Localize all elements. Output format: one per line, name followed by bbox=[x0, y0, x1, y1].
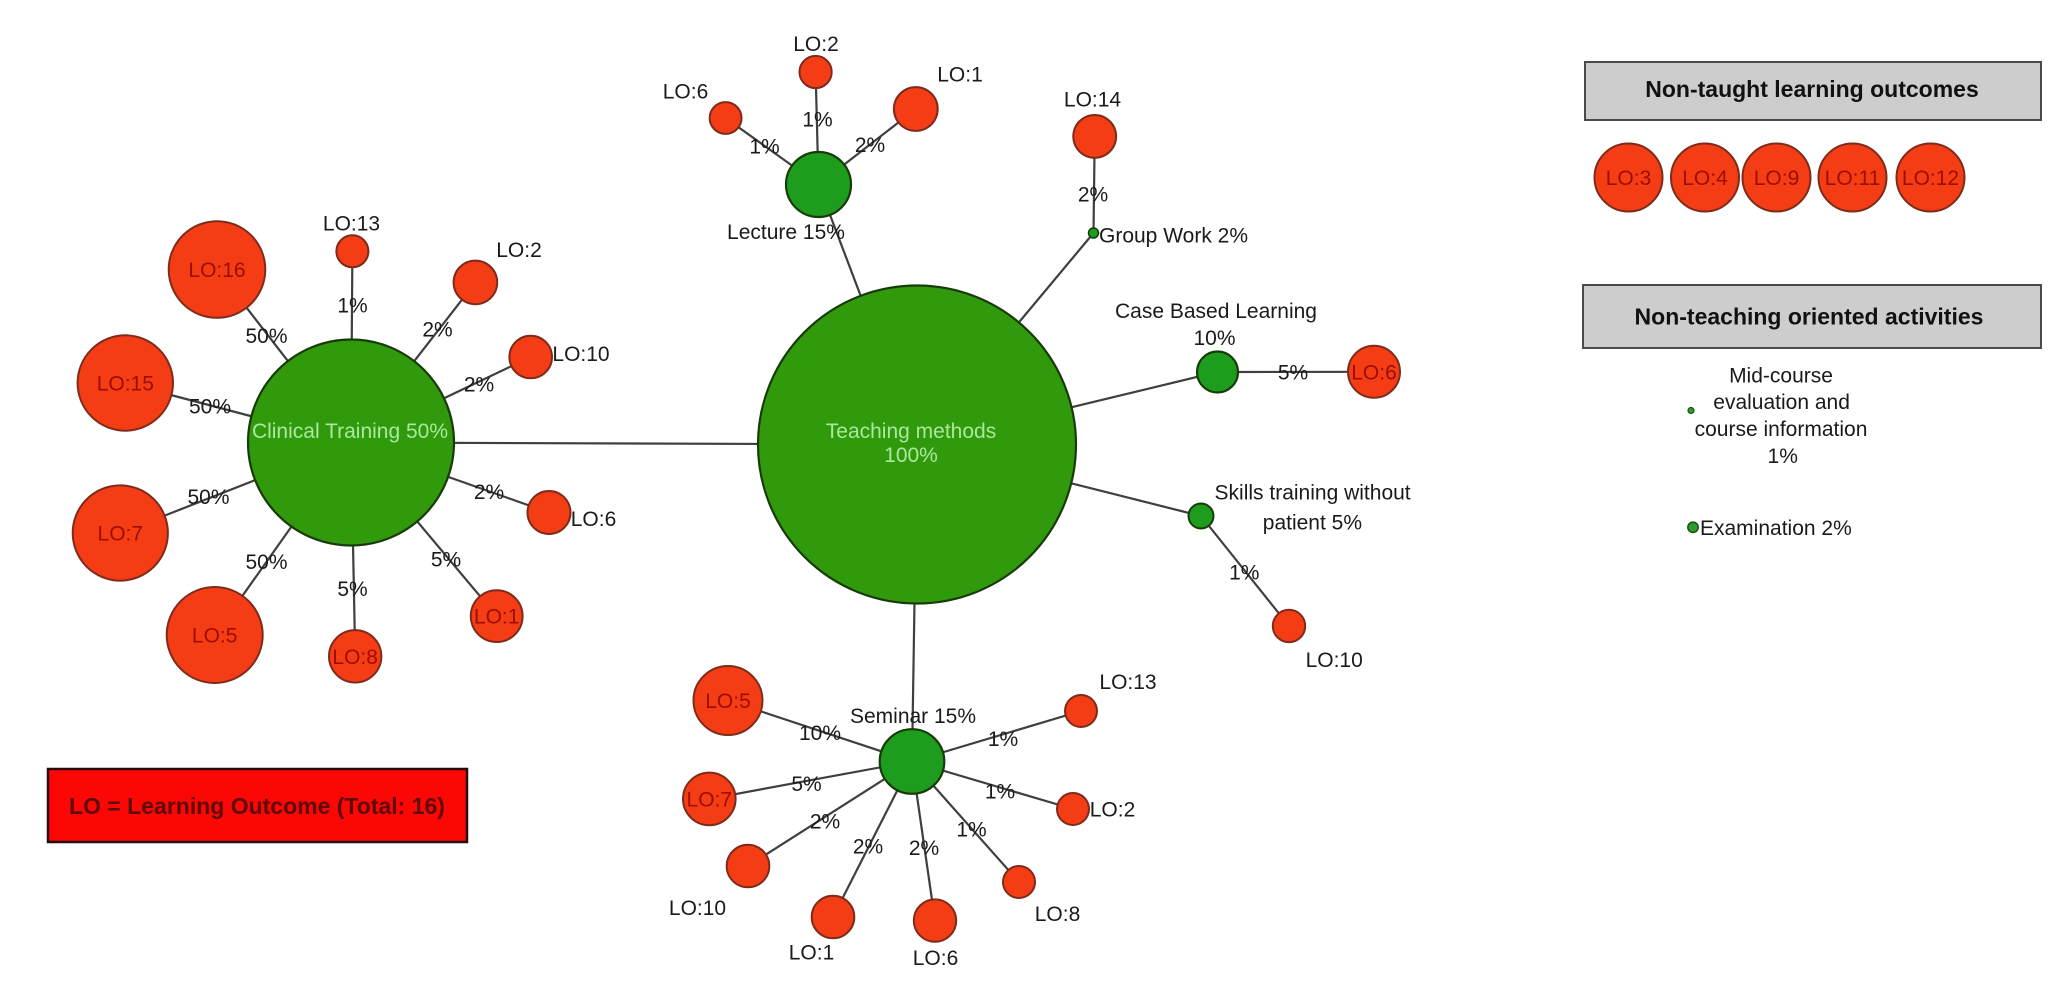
svg-text:2%: 2% bbox=[853, 836, 883, 859]
svg-text:5%: 5% bbox=[1278, 362, 1308, 385]
svg-text:50%: 50% bbox=[245, 551, 287, 574]
svg-text:1%: 1% bbox=[1768, 445, 1798, 468]
svg-text:1%: 1% bbox=[749, 136, 779, 159]
svg-text:LO:2: LO:2 bbox=[496, 239, 542, 262]
svg-text:Mid-course: Mid-course bbox=[1729, 365, 1833, 388]
svg-text:LO:5: LO:5 bbox=[705, 690, 751, 713]
svg-text:1%: 1% bbox=[985, 781, 1015, 804]
svg-text:1%: 1% bbox=[337, 295, 367, 318]
svg-text:1%: 1% bbox=[988, 728, 1018, 751]
svg-text:LO:11: LO:11 bbox=[1825, 167, 1881, 190]
svg-text:LO:14: LO:14 bbox=[1064, 89, 1122, 112]
svg-text:LO:13: LO:13 bbox=[1099, 671, 1156, 694]
svg-text:LO:8: LO:8 bbox=[332, 646, 378, 669]
svg-text:LO:7: LO:7 bbox=[98, 523, 144, 546]
svg-text:2%: 2% bbox=[810, 811, 840, 834]
svg-text:2%: 2% bbox=[855, 134, 885, 157]
svg-text:2%: 2% bbox=[474, 481, 504, 504]
svg-text:LO:1: LO:1 bbox=[789, 942, 835, 965]
svg-text:Seminar 15%: Seminar 15% bbox=[850, 705, 976, 728]
svg-text:Skills training without: Skills training without bbox=[1215, 482, 1411, 505]
svg-text:1%: 1% bbox=[1229, 562, 1259, 585]
svg-text:LO:13: LO:13 bbox=[323, 213, 380, 236]
svg-text:LO:4: LO:4 bbox=[1682, 167, 1728, 190]
svg-text:1%: 1% bbox=[802, 109, 832, 132]
svg-text:50%: 50% bbox=[245, 325, 287, 348]
svg-text:Non-teaching oriented activiti: Non-teaching oriented activities bbox=[1635, 304, 1984, 330]
svg-text:LO:2: LO:2 bbox=[1090, 799, 1136, 822]
svg-text:LO:5: LO:5 bbox=[192, 625, 238, 648]
svg-text:2%: 2% bbox=[422, 319, 452, 342]
svg-text:1%: 1% bbox=[956, 819, 986, 842]
svg-text:LO:8: LO:8 bbox=[1035, 903, 1081, 926]
svg-text:Examination 2%: Examination 2% bbox=[1700, 517, 1852, 540]
svg-text:LO:10: LO:10 bbox=[552, 343, 609, 366]
svg-text:LO:6: LO:6 bbox=[663, 81, 709, 104]
svg-text:LO:1: LO:1 bbox=[937, 64, 983, 87]
svg-text:5%: 5% bbox=[337, 578, 367, 601]
svg-text:LO:2: LO:2 bbox=[793, 33, 839, 56]
svg-text:Case Based Learning: Case Based Learning bbox=[1115, 300, 1317, 323]
svg-text:50%: 50% bbox=[187, 486, 229, 509]
svg-text:course information: course information bbox=[1695, 418, 1868, 441]
svg-text:2%: 2% bbox=[464, 374, 494, 397]
svg-text:LO:12: LO:12 bbox=[1902, 167, 1959, 190]
svg-text:LO:6: LO:6 bbox=[913, 947, 959, 970]
svg-text:LO:3: LO:3 bbox=[1606, 167, 1652, 190]
svg-text:10%: 10% bbox=[1193, 327, 1235, 350]
svg-text:evaluation and: evaluation and bbox=[1713, 391, 1850, 414]
svg-text:LO = Learning Outcome (Total:: LO = Learning Outcome (Total: 16) bbox=[69, 793, 445, 819]
svg-text:Lecture 15%: Lecture 15% bbox=[727, 221, 845, 244]
svg-text:LO:16: LO:16 bbox=[188, 259, 245, 282]
svg-text:patient 5%: patient 5% bbox=[1263, 512, 1362, 535]
svg-text:Teaching methods: Teaching methods bbox=[826, 420, 996, 443]
svg-text:LO:10: LO:10 bbox=[1306, 649, 1363, 672]
svg-text:50%: 50% bbox=[189, 396, 231, 419]
svg-text:LO:6: LO:6 bbox=[1351, 361, 1397, 384]
svg-text:LO:9: LO:9 bbox=[1754, 167, 1800, 190]
svg-text:5%: 5% bbox=[431, 549, 461, 572]
svg-text:100%: 100% bbox=[884, 444, 938, 467]
svg-text:LO:15: LO:15 bbox=[97, 373, 154, 396]
svg-text:Clinical Training 50%: Clinical Training 50% bbox=[252, 420, 448, 443]
svg-text:LO:10: LO:10 bbox=[669, 897, 726, 920]
svg-text:Non-taught learning outcomes: Non-taught learning outcomes bbox=[1645, 76, 1979, 102]
svg-text:LO:1: LO:1 bbox=[474, 606, 520, 629]
svg-text:5%: 5% bbox=[791, 773, 821, 796]
svg-text:10%: 10% bbox=[799, 722, 841, 745]
svg-text:LO:7: LO:7 bbox=[687, 789, 733, 812]
svg-text:2%: 2% bbox=[909, 837, 939, 860]
svg-text:2%: 2% bbox=[1078, 184, 1108, 207]
svg-text:LO:6: LO:6 bbox=[571, 508, 617, 531]
svg-text:Group Work 2%: Group Work 2% bbox=[1099, 225, 1248, 248]
